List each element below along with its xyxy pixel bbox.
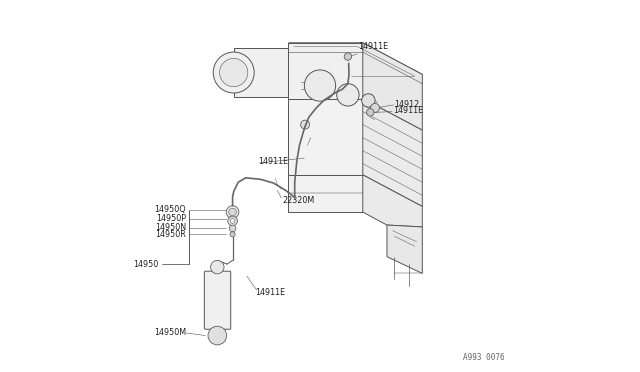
Text: 14911E: 14911E — [358, 42, 388, 51]
Text: 14950: 14950 — [133, 260, 158, 269]
Circle shape — [213, 52, 254, 93]
Polygon shape — [289, 43, 422, 74]
Polygon shape — [234, 48, 289, 97]
Polygon shape — [289, 43, 363, 99]
Circle shape — [362, 94, 375, 107]
Circle shape — [301, 120, 310, 129]
Circle shape — [227, 206, 239, 218]
Circle shape — [220, 58, 248, 87]
Circle shape — [344, 53, 351, 60]
Text: 14911E: 14911E — [255, 288, 285, 296]
Circle shape — [211, 260, 224, 274]
Polygon shape — [289, 175, 363, 212]
Text: 14950Q: 14950Q — [154, 205, 186, 214]
Polygon shape — [363, 175, 422, 227]
FancyBboxPatch shape — [204, 271, 231, 329]
Text: 14950R: 14950R — [156, 230, 186, 239]
Text: 14950M: 14950M — [154, 328, 186, 337]
Text: A993 0076: A993 0076 — [463, 353, 505, 362]
Circle shape — [305, 70, 335, 101]
Circle shape — [230, 219, 235, 223]
Text: 22320M: 22320M — [282, 196, 314, 205]
Polygon shape — [363, 43, 422, 130]
Text: 14950P: 14950P — [156, 214, 186, 223]
Circle shape — [367, 109, 374, 116]
Text: 14911E: 14911E — [393, 106, 423, 115]
Polygon shape — [289, 99, 363, 175]
Polygon shape — [234, 48, 289, 67]
Text: 14911E: 14911E — [258, 157, 288, 166]
Text: 14950N: 14950N — [155, 223, 186, 232]
Circle shape — [208, 326, 227, 345]
Polygon shape — [387, 225, 422, 273]
Circle shape — [229, 225, 236, 232]
Circle shape — [228, 208, 236, 216]
Polygon shape — [363, 99, 422, 206]
Circle shape — [230, 232, 235, 237]
Circle shape — [337, 84, 359, 106]
Circle shape — [371, 103, 380, 112]
Text: 14912: 14912 — [394, 100, 420, 109]
Circle shape — [228, 216, 237, 226]
